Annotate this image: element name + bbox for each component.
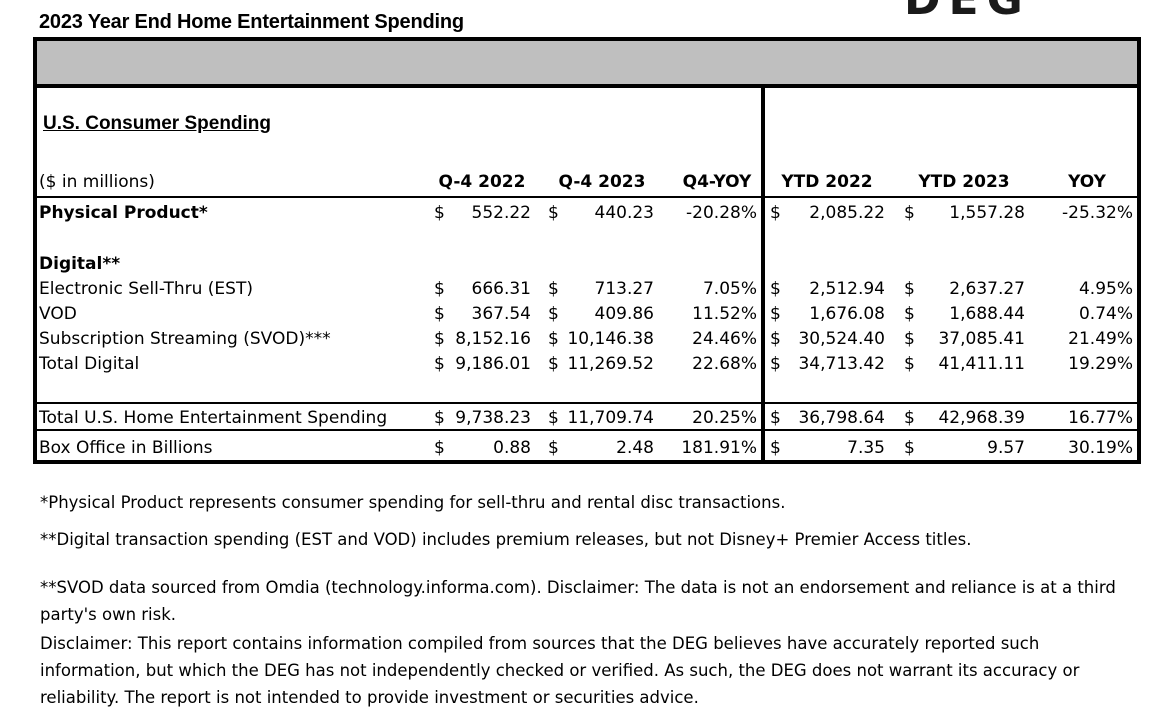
currency-symbol: $ <box>434 354 445 374</box>
cell-q4-2022: 367.54 <box>471 304 531 324</box>
currency-symbol: $ <box>434 438 445 458</box>
cell-q4-2023: 409.86 <box>594 304 654 324</box>
cell-q4-2022: 9,186.01 <box>455 354 531 374</box>
currency-symbol: $ <box>548 279 559 299</box>
cell-ytd-2023: 42,968.39 <box>938 408 1025 428</box>
cell-q4-yoy: -20.28% <box>686 203 757 223</box>
currency-symbol: $ <box>434 304 445 324</box>
row-label: Subscription Streaming (SVOD)*** <box>39 329 331 349</box>
currency-symbol: $ <box>770 279 781 299</box>
column-divider <box>761 88 765 460</box>
row-label: Total Digital <box>39 354 140 374</box>
col-header-q4-yoy: Q4-YOY <box>682 172 752 192</box>
currency-symbol: $ <box>904 203 915 223</box>
cell-q4-2023: 11,709.74 <box>567 408 654 428</box>
currency-symbol: $ <box>904 304 915 324</box>
cell-q4-2023: 440.23 <box>594 203 654 223</box>
footnote-svod: **SVOD data sourced from Omdia (technolo… <box>40 578 1116 624</box>
row-label: Box Office in Billions <box>39 438 213 458</box>
spending-table: U.S. Consumer Spending ($ in millions) Q… <box>33 37 1141 464</box>
units-label: ($ in millions) <box>39 172 155 192</box>
row-label: Digital** <box>39 254 121 274</box>
cell-q4-2022: 666.31 <box>471 279 531 299</box>
col-header-ytd-2023: YTD 2023 <box>918 172 1010 192</box>
cell-yoy: 0.74% <box>1078 304 1133 324</box>
cell-ytd-2022: 2,512.94 <box>809 279 885 299</box>
cell-yoy: 30.19% <box>1068 438 1133 458</box>
cell-yoy: 4.95% <box>1078 279 1133 299</box>
footnote-disclaimer: Disclaimer: This report contains informa… <box>40 634 1080 707</box>
cell-yoy: 21.49% <box>1068 329 1133 349</box>
row-label: VOD <box>39 304 77 324</box>
currency-symbol: $ <box>770 408 781 428</box>
currency-symbol: $ <box>770 329 781 349</box>
cell-ytd-2023: 37,085.41 <box>938 329 1025 349</box>
col-header-yoy: YOY <box>1068 172 1106 192</box>
header-band <box>37 41 1137 88</box>
currency-symbol: $ <box>904 408 915 428</box>
row-label: Electronic Sell-Thru (EST) <box>39 279 253 299</box>
currency-symbol: $ <box>548 438 559 458</box>
currency-symbol: $ <box>548 203 559 223</box>
header-underline <box>37 196 1137 198</box>
cell-q4-yoy: 11.52% <box>692 304 757 324</box>
col-header-q4-2022: Q-4 2022 <box>438 172 526 192</box>
section-title: U.S. Consumer Spending <box>43 113 272 134</box>
cell-ytd-2022: 2,085.22 <box>809 203 885 223</box>
cell-q4-2022: 9,738.23 <box>455 408 531 428</box>
currency-symbol: $ <box>548 329 559 349</box>
currency-symbol: $ <box>904 279 915 299</box>
currency-symbol: $ <box>904 329 915 349</box>
cell-ytd-2022: 1,676.08 <box>809 304 885 324</box>
footnote-physical: *Physical Product represents consumer sp… <box>40 493 786 512</box>
currency-symbol: $ <box>904 438 915 458</box>
total-bottom-rule <box>37 429 1137 431</box>
cell-ytd-2023: 9.57 <box>987 438 1025 458</box>
cell-yoy: -25.32% <box>1062 203 1133 223</box>
currency-symbol: $ <box>548 304 559 324</box>
cell-ytd-2023: 2,637.27 <box>949 279 1025 299</box>
cell-ytd-2023: 1,557.28 <box>949 203 1025 223</box>
cell-ytd-2023: 41,411.11 <box>938 354 1025 374</box>
cell-q4-2023: 10,146.38 <box>567 329 654 349</box>
cell-q4-yoy: 7.05% <box>702 279 757 299</box>
cell-q4-2022: 8,152.16 <box>455 329 531 349</box>
cell-q4-yoy: 181.91% <box>681 438 757 458</box>
currency-symbol: $ <box>434 203 445 223</box>
cell-q4-2023: 2.48 <box>616 438 654 458</box>
cell-q4-2023: 713.27 <box>594 279 654 299</box>
currency-symbol: $ <box>770 354 781 374</box>
cell-ytd-2022: 34,713.42 <box>798 354 885 374</box>
row-label: Total U.S. Home Entertainment Spending <box>39 408 388 428</box>
currency-symbol: $ <box>434 279 445 299</box>
cell-ytd-2022: 30,524.40 <box>798 329 885 349</box>
row-label: Physical Product* <box>39 203 208 223</box>
cell-yoy: 19.29% <box>1068 354 1133 374</box>
cell-q4-2023: 11,269.52 <box>567 354 654 374</box>
footnotes: *Physical Product represents consumer sp… <box>40 489 1140 711</box>
currency-symbol: $ <box>770 203 781 223</box>
document-title: 2023 Year End Home Entertainment Spendin… <box>39 11 464 33</box>
col-header-ytd-2022: YTD 2022 <box>781 172 873 192</box>
deg-logo: DEG <box>904 0 1031 22</box>
currency-symbol: $ <box>770 438 781 458</box>
currency-symbol: $ <box>548 408 559 428</box>
cell-q4-2022: 0.88 <box>493 438 531 458</box>
cell-ytd-2022: 36,798.64 <box>798 408 885 428</box>
footnote-digital: **Digital transaction spending (EST and … <box>40 530 972 549</box>
currency-symbol: $ <box>434 408 445 428</box>
currency-symbol: $ <box>548 354 559 374</box>
cell-q4-yoy: 24.46% <box>692 329 757 349</box>
col-header-q4-2023: Q-4 2023 <box>558 172 646 192</box>
cell-ytd-2022: 7.35 <box>847 438 885 458</box>
currency-symbol: $ <box>904 354 915 374</box>
cell-yoy: 16.77% <box>1068 408 1133 428</box>
currency-symbol: $ <box>770 304 781 324</box>
cell-q4-yoy: 20.25% <box>692 408 757 428</box>
cell-q4-yoy: 22.68% <box>692 354 757 374</box>
cell-q4-2022: 552.22 <box>471 203 531 223</box>
cell-ytd-2023: 1,688.44 <box>949 304 1025 324</box>
currency-symbol: $ <box>434 329 445 349</box>
total-top-rule <box>37 402 1137 404</box>
